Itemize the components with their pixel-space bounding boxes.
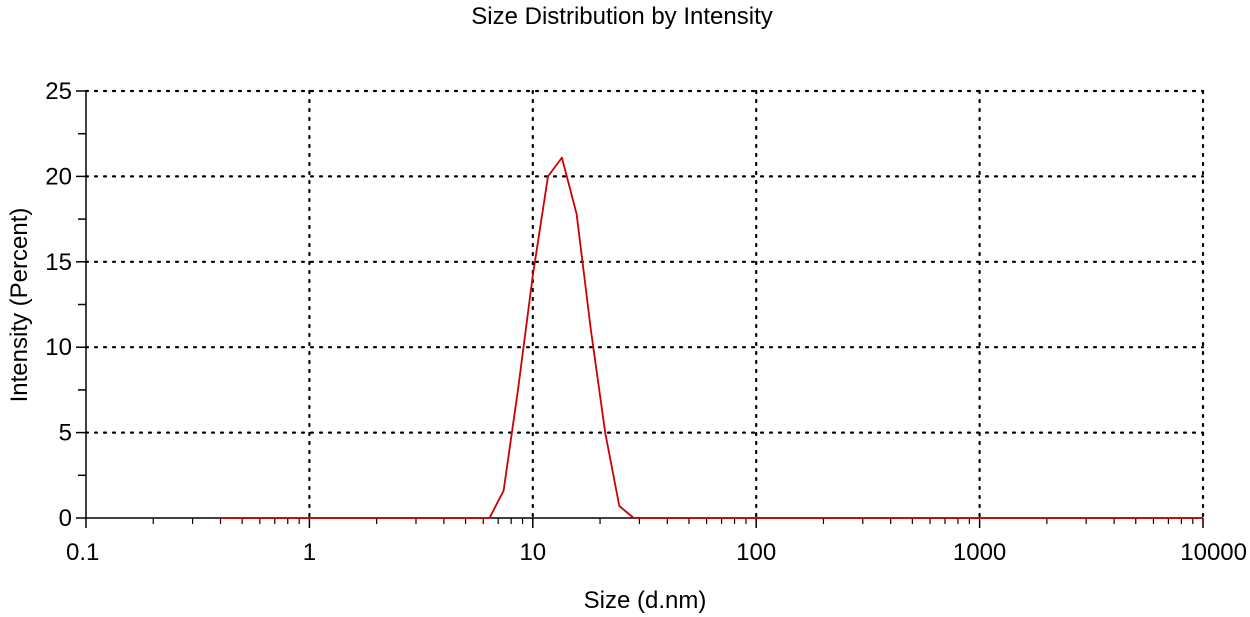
y-axis-label: Intensity (Percent) bbox=[6, 208, 33, 403]
x-tick-label: 100 bbox=[736, 539, 776, 566]
y-tick-label: 0 bbox=[59, 505, 72, 532]
chart-title: Size Distribution by Intensity bbox=[471, 3, 772, 30]
axes bbox=[85, 91, 1203, 519]
x-tick-label: 1000 bbox=[953, 539, 1006, 566]
y-tick-label: 15 bbox=[45, 249, 72, 276]
ticks: 0 5 10 15 20 25 0.1 1 10 100 1000 10000 bbox=[45, 78, 1247, 566]
x-tick-label: 1 bbox=[303, 539, 316, 566]
y-tick-label: 10 bbox=[45, 334, 72, 361]
y-tick-label: 5 bbox=[59, 420, 72, 447]
x-tick-label: 0.1 bbox=[66, 539, 99, 566]
y-tick-label: 25 bbox=[45, 78, 72, 105]
grid bbox=[84, 89, 1205, 520]
y-tick-label: 20 bbox=[45, 163, 72, 190]
series-line bbox=[220, 156, 1203, 519]
series-layer bbox=[220, 156, 1203, 519]
x-tick-label: 10 bbox=[519, 539, 546, 566]
x-tick-label: 10000 bbox=[1180, 539, 1247, 566]
x-axis-label: Size (d.nm) bbox=[584, 587, 707, 614]
